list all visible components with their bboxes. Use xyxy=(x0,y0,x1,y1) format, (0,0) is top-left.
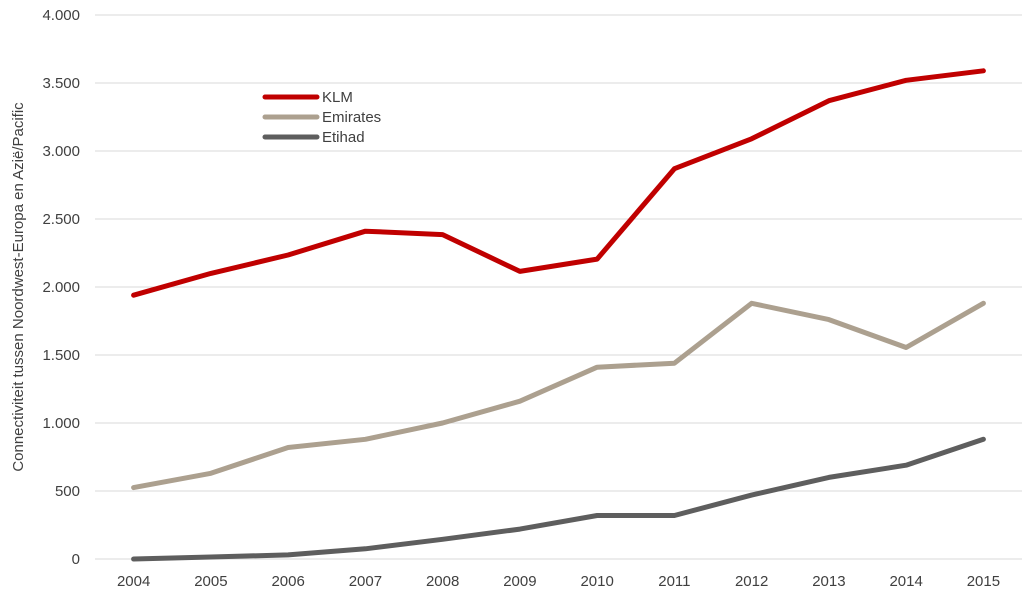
legend-label: Etihad xyxy=(322,129,365,146)
series-line-etihad xyxy=(131,436,986,562)
y-tick-label: 4.000 xyxy=(42,7,80,24)
y-tick-label: 500 xyxy=(55,483,80,500)
x-tick-label: 2005 xyxy=(194,573,227,590)
y-axis-label: Connectiviteit tussen Noordwest-Europa e… xyxy=(10,102,27,472)
y-tick-label: 3.000 xyxy=(42,143,80,160)
y-tick-label: 2.000 xyxy=(42,279,80,296)
y-tick-label: 0 xyxy=(72,551,80,568)
gridlines xyxy=(95,14,1022,560)
x-tick-label: 2007 xyxy=(349,573,382,590)
x-tick-label: 2012 xyxy=(735,573,768,590)
y-tick-label: 1.500 xyxy=(42,347,80,364)
legend-label: Emirates xyxy=(322,109,381,126)
series-line-klm xyxy=(131,68,986,298)
x-tick-label: 2004 xyxy=(117,573,150,590)
x-tick-label: 2013 xyxy=(812,573,845,590)
x-tick-label: 2010 xyxy=(580,573,613,590)
x-tick-label: 2014 xyxy=(889,573,922,590)
y-tick-label: 1.000 xyxy=(42,415,80,432)
x-tick-label: 2006 xyxy=(271,573,304,590)
y-axis-ticks: 0 500 1.000 1.500 2.000 2.500 3.000 3.500 4.000 xyxy=(42,7,80,568)
x-tick-label: 2009 xyxy=(503,573,536,590)
x-tick-label: 2015 xyxy=(967,573,1000,590)
y-tick-label: 3.500 xyxy=(42,75,80,92)
x-tick-label: 2008 xyxy=(426,573,459,590)
series-line-emirates xyxy=(131,300,986,491)
x-axis-ticks: 2004 2005 2006 2007 2008 2009 2010 2011 2012 2013… xyxy=(117,573,1000,590)
y-tick-label: 2.500 xyxy=(42,211,80,228)
legend: KLM Emirates Etihad xyxy=(262,89,381,146)
series-lines xyxy=(131,68,986,562)
x-tick-label: 2011 xyxy=(658,573,690,590)
legend-label: KLM xyxy=(322,89,353,106)
